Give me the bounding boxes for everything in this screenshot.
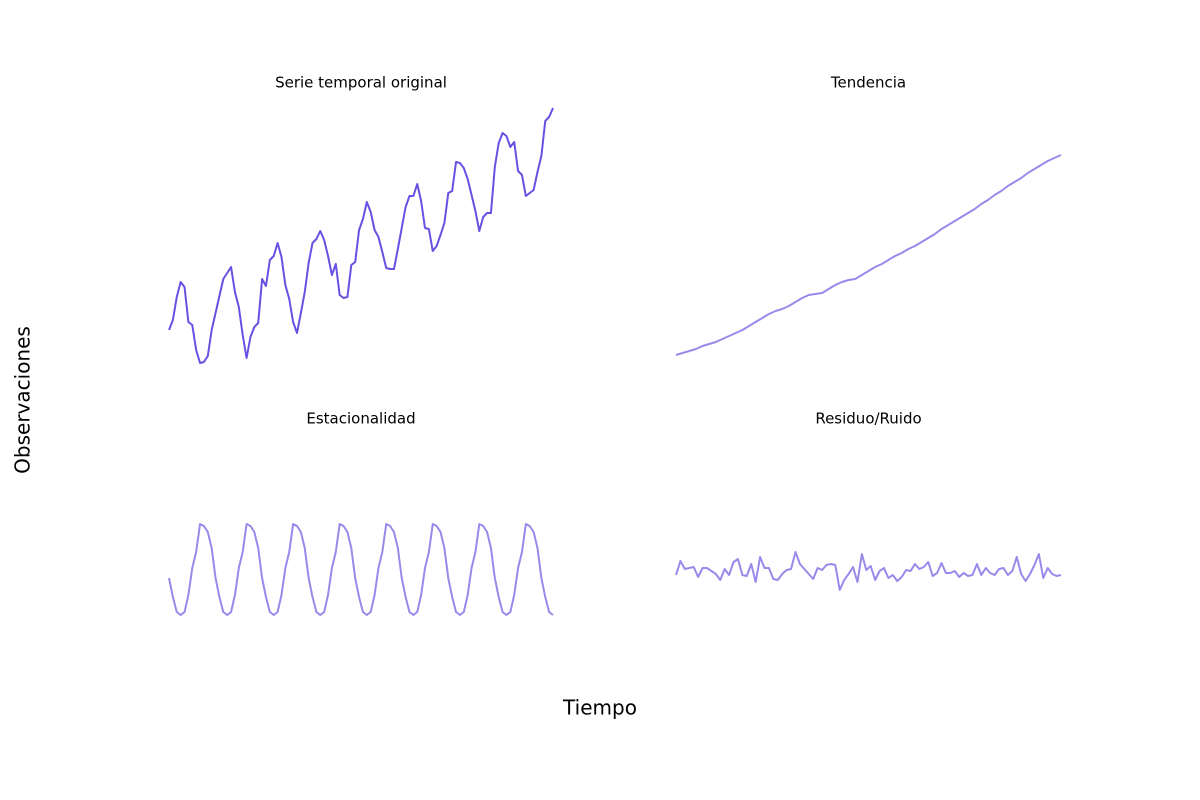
series-line	[168, 523, 554, 616]
x-axis-label: Tiempo	[562, 696, 637, 720]
subplot-title: Serie temporal original	[275, 74, 447, 92]
subplot-title: Tendencia	[830, 74, 906, 92]
y-axis-label: Observaciones	[11, 326, 35, 474]
subplot-title: Residuo/Ruido	[815, 410, 921, 428]
subplot-title: Estacionalidad	[306, 410, 415, 428]
series-line	[675, 551, 1062, 591]
series-line	[675, 154, 1062, 356]
series-line	[168, 107, 554, 364]
